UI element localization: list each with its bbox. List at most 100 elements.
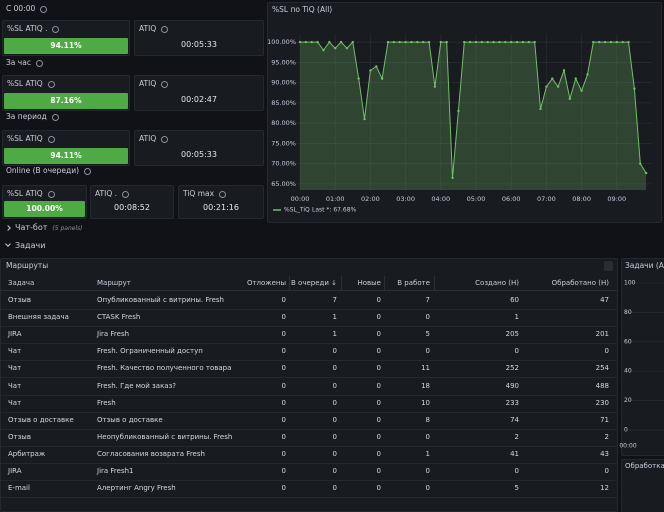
table-cell: 1 [332, 330, 337, 339]
row-text: Задачи [15, 241, 46, 250]
table-cell: Чат [8, 347, 22, 356]
stat-title-text: TiQ max [183, 189, 215, 198]
column-header[interactable]: Маршрут [97, 279, 131, 287]
info-icon[interactable] [40, 5, 48, 13]
column-header[interactable]: Задача [8, 279, 35, 287]
table-cell: Чат [8, 364, 22, 373]
table-cell: 0 [376, 364, 381, 373]
group-label: С 00:00 [6, 4, 48, 13]
table-cell: Внешняя задача [8, 313, 69, 322]
row-line [1, 480, 617, 481]
header-line [1, 290, 617, 291]
column-header[interactable]: В очереди ↓ [291, 279, 337, 287]
table-cell: Согласования возврата Fresh [97, 449, 205, 458]
table-cell: 1 [514, 313, 519, 322]
info-icon[interactable] [161, 80, 169, 88]
row-chat-bot[interactable]: Чат-бот (5 panels) [5, 223, 83, 232]
stat-bar: 87.16% [4, 93, 128, 109]
table-cell: 12 [600, 484, 609, 493]
stat-title: %SL ATIQ [7, 189, 55, 198]
table-cell: 5 [425, 330, 430, 339]
table-cell: 0 [332, 449, 337, 458]
stat-value: 94.11% [50, 41, 82, 50]
table-cell: 233 [505, 398, 519, 407]
stat-panel: %SL ATIQ 87.16% [2, 75, 130, 111]
table-cell: 0 [425, 347, 430, 356]
table-cell: 11 [421, 364, 430, 373]
column-header[interactable]: В работе [397, 279, 430, 287]
info-icon[interactable] [47, 190, 55, 198]
table-cell: 1 [425, 449, 430, 458]
info-icon[interactable] [47, 80, 55, 88]
info-icon[interactable] [35, 59, 43, 67]
row-tasks[interactable]: Задачи [5, 240, 46, 250]
row-line [1, 497, 617, 499]
info-icon[interactable] [52, 25, 60, 33]
column-separator [384, 276, 385, 290]
column-header[interactable]: Новые [357, 279, 381, 287]
table-cell: 71 [600, 415, 609, 424]
table-cell: 0 [281, 449, 286, 458]
table-cell: 0 [332, 364, 337, 373]
group-label-text: С 00:00 [6, 4, 36, 13]
stat-title-text: %SL ATIQ . [7, 24, 48, 33]
table-cell: 490 [505, 381, 519, 390]
table-cell: 0 [376, 398, 381, 407]
row-line [1, 462, 617, 464]
stat-title-text: ATIQ [139, 79, 157, 88]
info-icon[interactable] [47, 135, 55, 143]
column-header[interactable]: Создано (Н) [475, 279, 519, 287]
stat-value: 100.00% [26, 204, 63, 213]
table-cell: 0 [281, 467, 286, 475]
stat-value: 00:02:47 [181, 95, 217, 104]
table-cell: 0 [376, 432, 381, 441]
table-cell: JIRA [8, 467, 22, 475]
info-icon[interactable] [161, 135, 169, 143]
table-cell: 0 [281, 381, 286, 390]
stat-panel: %SL ATIQ 94.11% [2, 130, 130, 166]
stat-value: 87.16% [50, 96, 82, 105]
table-cell: 5 [514, 484, 519, 493]
table-cell: 0 [281, 415, 286, 424]
stat-title-text: %SL ATIQ [7, 79, 43, 88]
table-cell: Чат [8, 398, 22, 407]
table-cell: 0 [376, 484, 381, 493]
info-icon[interactable] [84, 167, 92, 175]
table-cell: 0 [425, 432, 430, 441]
table-cell: 0 [425, 484, 430, 493]
table-cell: Опубликованный с витрины. Fresh [97, 296, 224, 304]
stat-title-text: ATIQ [139, 134, 157, 143]
info-icon[interactable] [219, 190, 227, 198]
info-icon[interactable] [161, 25, 169, 33]
column-separator [289, 276, 290, 290]
chevron [5, 240, 11, 247]
stat-value: 00:05:33 [181, 150, 217, 159]
stat-title-text: ATIQ . [95, 189, 118, 198]
row-line [1, 428, 617, 430]
column-header[interactable]: Отложены [246, 279, 286, 287]
table-cell: 0 [376, 467, 381, 475]
stat-panel: ATIQ 00:02:47 [134, 75, 264, 111]
info-icon[interactable] [122, 190, 130, 198]
table-cell: 0 [376, 347, 381, 356]
table-cell: 0 [376, 381, 381, 390]
table-cell: 230 [595, 398, 609, 407]
table-cell: 488 [595, 381, 609, 390]
menu-icon[interactable] [604, 261, 613, 271]
table-cell: 205 [505, 330, 519, 339]
table-cell: 0 [281, 364, 286, 373]
table-cell: Fresh. Качество полученного товара [97, 364, 232, 373]
table-cell: 0 [281, 347, 286, 356]
group-label-text: За период [6, 112, 47, 121]
table-cell: 0 [604, 347, 609, 356]
column-header[interactable]: Обработано (Н) [551, 279, 609, 287]
info-icon[interactable] [51, 113, 59, 121]
table-cell: 2 [514, 432, 519, 441]
table-cell: 0 [332, 415, 337, 424]
table-cell: 252 [505, 364, 519, 373]
table-cell: Fresh [97, 398, 116, 407]
table-cell: 7 [425, 296, 430, 304]
side-panel-title: Обработка ч [625, 462, 664, 470]
table-cell: 1 [332, 313, 337, 322]
